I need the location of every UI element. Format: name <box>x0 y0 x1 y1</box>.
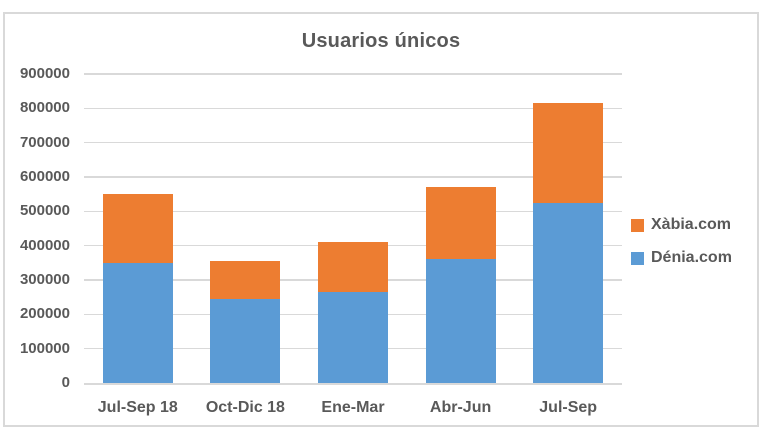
x-axis-label-ene-mar: Ene-Mar <box>321 399 385 416</box>
x-axis-label-oct-dic-18: Oct-Dic 18 <box>205 399 285 416</box>
bar-segment-x-bia-com-jul-sep-18 <box>102 194 173 263</box>
plot-area <box>84 73 622 385</box>
x-axis-label-jul-sep-18: Jul-Sep 18 <box>97 399 178 416</box>
legend-item-d-nia-com: Dénia.com <box>631 248 732 268</box>
bar-segment-d-nia-com-ene-mar <box>318 292 388 383</box>
bar-segment-x-bia-com-ene-mar <box>318 242 388 293</box>
legend-label: Dénia.com <box>651 249 732 266</box>
x-axis-label-abr-jun: Abr-Jun <box>429 399 492 416</box>
gridline-800000 <box>84 107 622 110</box>
y-axis-label-800000: 800000 <box>19 99 70 117</box>
legend-swatch-icon <box>631 218 644 232</box>
legend: Xàbia.com Dénia.com <box>631 215 732 268</box>
bar-segment-x-bia-com-abr-jun <box>425 187 496 260</box>
gridline-600000 <box>84 176 622 178</box>
chart-container: Usuarios únicos 0 100000 200000 300000 40000… <box>3 12 759 427</box>
gridline-900000 <box>84 73 622 75</box>
bar-segment-x-bia-com-jul-sep <box>533 103 604 203</box>
bar-segment-d-nia-com-jul-sep <box>533 202 604 383</box>
bar-segment-d-nia-com-oct-dic-18 <box>210 298 281 383</box>
chart-title: Usuarios únicos <box>301 30 461 52</box>
y-axis-label-900000: 900000 <box>19 65 70 82</box>
x-axis-label-jul-sep: Jul-Sep <box>539 399 598 416</box>
bar-segment-d-nia-com-abr-jun <box>425 259 496 383</box>
y-axis-label-200000: 200000 <box>19 305 70 323</box>
legend-label: Xàbia.com <box>651 216 732 233</box>
y-axis-label-500000: 500000 <box>19 202 70 220</box>
y-axis-label-0: 0 <box>61 374 70 391</box>
gridline-700000 <box>84 141 622 144</box>
legend-swatch-icon <box>631 251 644 265</box>
y-axis-label-100000: 100000 <box>19 339 70 357</box>
y-axis-label-300000: 300000 <box>19 271 70 288</box>
y-axis-label-400000: 400000 <box>19 236 70 254</box>
y-axis-label-600000: 600000 <box>19 168 70 185</box>
legend-item-x-bia-com: Xàbia.com <box>631 215 732 235</box>
bar-segment-x-bia-com-oct-dic-18 <box>210 261 281 299</box>
y-axis-label-700000: 700000 <box>19 133 70 151</box>
bar-segment-d-nia-com-jul-sep-18 <box>102 262 173 383</box>
gridline-500000 <box>84 210 622 213</box>
